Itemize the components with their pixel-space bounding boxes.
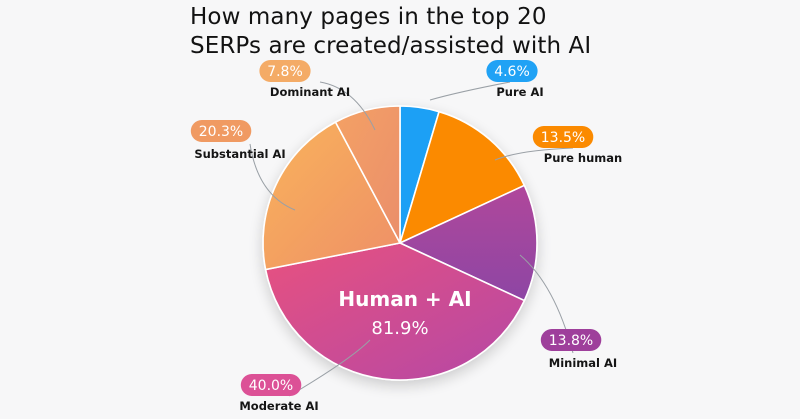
value-badge-moderate-ai [240, 374, 302, 396]
leader-line-dominant-ai [319, 81, 376, 131]
category-label-minimal-ai: Minimal AI [549, 356, 617, 370]
value-label-pure-ai: 4.6% [494, 64, 530, 80]
chart-title-line-2: SERPs are created/assisted with AI [190, 33, 592, 59]
center-annotation-value: 81.9% [371, 318, 428, 339]
chart-title-line-1: How many pages in the top 20 [190, 4, 547, 30]
value-label-dominant-ai: 7.8% [267, 64, 303, 80]
pie-slice-substantial-ai [262, 121, 402, 271]
value-badge-pure-human [532, 126, 594, 148]
value-badge-pure-ai [486, 60, 538, 82]
category-label-substantial-ai: Substantial AI [194, 147, 285, 161]
leader-line-pure-ai [429, 81, 511, 101]
center-annotation-label: Human + AI [338, 287, 471, 311]
value-badge-dominant-ai [259, 60, 311, 82]
value-label-moderate-ai: 40.0% [249, 378, 293, 394]
category-label-pure-human: Pure human [544, 151, 622, 165]
category-label-dominant-ai: Dominant AI [270, 85, 350, 99]
value-label-minimal-ai: 13.8% [549, 333, 593, 349]
category-label-moderate-ai: Moderate AI [239, 399, 318, 413]
leader-line-pure-human [494, 147, 574, 161]
value-label-pure-human: 13.5% [541, 130, 585, 146]
category-label-pure-ai: Pure AI [496, 85, 543, 99]
leader-line-substantial-ai [249, 143, 296, 211]
value-badge-minimal-ai [540, 329, 602, 351]
value-badge-substantial-ai [190, 120, 252, 142]
pie-slice-moderate-ai [264, 242, 526, 381]
leader-line-moderate-ai [288, 339, 371, 397]
pie-slice-minimal-ai [398, 184, 538, 302]
chart-title: How many pages in the top 20 SERPs are c… [190, 3, 610, 61]
pie-slice-pure-human [398, 110, 526, 245]
pie-slice-dominant-ai [334, 105, 401, 244]
value-label-substantial-ai: 20.3% [199, 124, 243, 140]
